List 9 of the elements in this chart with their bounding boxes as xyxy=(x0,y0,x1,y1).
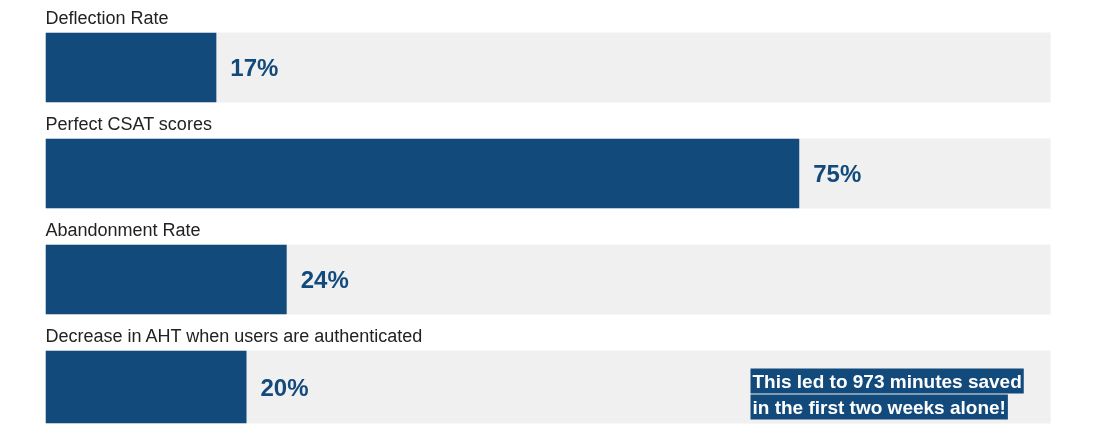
y-tick-label: Decrease in AHT when users are authenticated xyxy=(45,325,423,346)
data-label: 17% xyxy=(230,54,279,81)
data-label: 75% xyxy=(813,160,862,187)
annotation: This led to 973 minutes saved in the first two weeks alone! xyxy=(752,370,1022,418)
y-tick-label: Abandonment Rate xyxy=(45,219,201,240)
data-label: 24% xyxy=(300,266,349,293)
y-tick-label: Perfect CSAT scores xyxy=(45,113,212,134)
y-tick-label: Deflection Rate xyxy=(45,7,169,28)
data-label: 20% xyxy=(260,373,309,401)
